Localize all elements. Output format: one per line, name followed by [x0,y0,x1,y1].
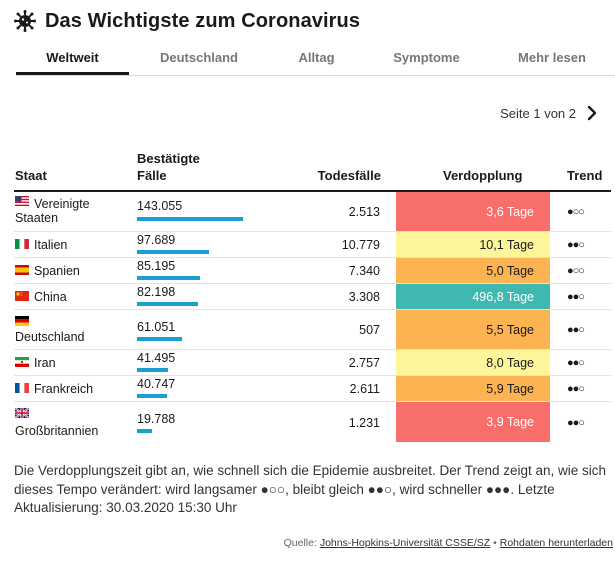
doubling-cell: 496,8 Tage [396,284,550,309]
header-country[interactable]: Staat [15,168,47,183]
country-name: Vereinigte Staaten [15,197,90,225]
cases-bar [137,217,243,221]
deaths-value: 1.231 [348,416,380,430]
es-flag-icon [15,265,29,275]
table-row: Frankreich 40.747 2.611 5,9 Tage ●●○ [14,376,611,402]
table-row: Spanien 85.195 7.340 5,0 Tage ●○○ [14,258,611,284]
country-name: Frankreich [34,382,94,396]
virus-icon [14,10,36,32]
header-deaths[interactable]: Todesfälle [317,168,381,183]
tab-alltag[interactable]: Alltag [298,50,335,65]
tab-symptome[interactable]: Symptome [393,50,460,65]
trend-indicator: ●●○ [567,291,585,303]
doubling-value: 10,1 Tage [479,237,534,252]
doubling-value: 5,5 Tage [486,322,534,337]
doubling-value: 3,6 Tage [486,204,534,219]
trend-indicator: ●○○ [567,206,585,218]
doubling-value: 3,9 Tage [486,415,534,429]
deaths-value: 10.779 [341,238,380,252]
page-indicator: Seite 1 von 2 [500,105,576,121]
doubling-cell: 5,5 Tage [396,310,550,349]
cases-bar [137,368,168,372]
cases-bar [137,250,209,254]
table-row: Großbritannien 19.788 1.231 3,9 Tage ●●○ [14,402,611,442]
trend-indicator: ●●○ [567,383,585,395]
trend-indicator: ●●○ [567,357,585,369]
table-row: Vereinigte Staaten 143.055 2.513 3,6 Tag… [14,192,611,232]
fr-flag-icon [15,383,29,393]
trend-indicator: ●●○ [567,324,585,336]
deaths-value: 3.308 [348,290,380,304]
doubling-cell: 3,9 Tage [396,402,550,442]
next-page-button[interactable] [581,102,603,124]
header-cases-line1: Bestätigte [137,151,200,166]
pagination: Seite 1 von 2 [500,102,603,124]
it-flag-icon [15,239,29,249]
table-row: Iran 41.495 2.757 8,0 Tage ●●○ [14,350,611,376]
header-divider [14,190,611,192]
page-title: Das Wichtigste zum Coronavirus [45,9,361,32]
country-name: Iran [34,356,56,370]
cases-bar [137,337,182,341]
trend-indicator: ●●○ [567,417,585,429]
legend-note: Die Verdopplungszeit gibt an, wie schnel… [14,463,607,515]
gb-flag-icon [15,408,29,418]
header-trend[interactable]: Trend [567,168,603,183]
deaths-value: 2.611 [349,382,380,396]
doubling-value: 496,8 Tage [472,289,534,304]
deaths-value: 2.513 [348,205,380,219]
cases-value: 19.788 [137,412,176,426]
tab-deutschland[interactable]: Deutschland [159,50,238,65]
us-flag-icon [15,196,29,206]
table-row: China 82.198 3.308 496,8 Tage ●●○ [14,284,611,310]
doubling-cell: 5,0 Tage [396,258,550,283]
country-name: China [34,290,67,304]
source-link[interactable]: Johns-Hopkins-Universität CSSE/SZ [319,537,491,549]
deaths-value: 507 [359,323,380,337]
doubling-value: 5,0 Tage [486,263,534,278]
table-row: Deutschland 61.051 507 5,5 Tage ●●○ [14,310,611,350]
cases-value: 40.747 [137,377,176,391]
deaths-value: 2.757 [348,356,380,370]
header-cases[interactable]: Bestätigte Fälle [137,150,200,184]
cases-bar [137,394,167,398]
doubling-value: 8,0 Tage [486,355,534,370]
country-name: Deutschland [15,330,85,344]
doubling-cell: 8,0 Tage [396,350,550,375]
chevron-right-icon [587,105,597,121]
source-separator: • [493,537,497,549]
doubling-cell: 3,6 Tage [396,192,550,231]
doubling-value: 5,9 Tage [486,381,534,396]
header-doubling[interactable]: Verdopplung [443,168,523,183]
cases-value: 41.495 [137,351,176,365]
cases-value: 61.051 [137,320,176,334]
country-name: Großbritannien [15,424,99,438]
table-row: Italien 97.689 10.779 10,1 Tage ●●○ [14,232,611,258]
source-prefix: Quelle: [283,537,317,549]
cases-value: 143.055 [137,199,183,213]
tab-mehr-lesen[interactable]: Mehr lesen [518,50,586,65]
de-flag-icon [15,316,29,326]
cases-bar [137,429,152,433]
doubling-cell: 5,9 Tage [396,376,550,401]
cases-bar [137,276,200,280]
cases-value: 97.689 [137,233,176,247]
cn-flag-icon [15,291,29,301]
header: Das Wichtigste zum Coronavirus [14,8,360,34]
country-name: Spanien [34,264,80,278]
cases-bar [137,302,198,306]
tab-bar: Weltweit Deutschland Alltag Symptome Meh… [16,44,615,76]
tab-weltweit[interactable]: Weltweit [16,44,129,75]
download-raw-data-link[interactable]: Rohdaten herunterladen [499,537,613,549]
header-cases-line2: Fälle [137,168,167,183]
country-name: Italien [34,238,68,252]
cases-value: 85.195 [137,259,176,273]
doubling-cell: 10,1 Tage [396,232,550,257]
cases-value: 82.198 [137,285,176,299]
source-line: Quelle: Johns-Hopkins-Universität CSSE/S… [284,537,613,549]
trend-indicator: ●●○ [567,239,585,251]
deaths-value: 7.340 [348,264,380,278]
ir-flag-icon [15,357,29,367]
trend-indicator: ●○○ [567,265,585,277]
